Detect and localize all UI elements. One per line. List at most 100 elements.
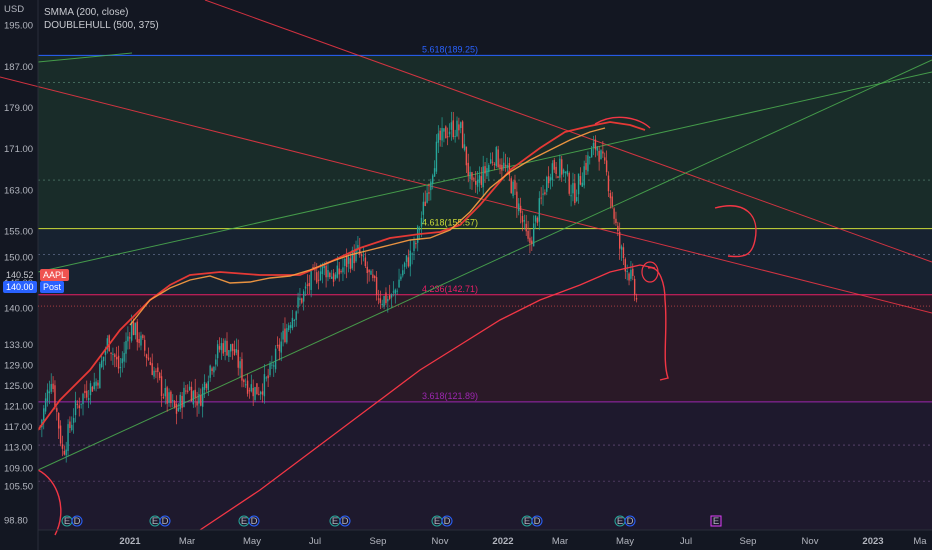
x-tick-label: 2023 <box>862 536 883 547</box>
candle-body <box>518 203 520 212</box>
candle-body <box>101 360 103 368</box>
candle-body <box>615 218 617 224</box>
candle-body <box>216 344 219 359</box>
candle-body <box>177 408 180 411</box>
candle-body <box>215 359 217 365</box>
candle-body <box>426 192 428 203</box>
candle-body <box>288 325 290 331</box>
candle-body <box>534 215 537 222</box>
candle-body <box>239 361 241 369</box>
candle-body <box>441 128 443 141</box>
candle-body <box>450 122 453 130</box>
candle-body <box>604 157 606 161</box>
candle-body <box>201 387 204 407</box>
candle-body <box>635 298 638 300</box>
x-tick-label: Mar <box>179 536 195 547</box>
candle-body <box>258 393 260 395</box>
candle-body <box>86 390 88 398</box>
candle-body <box>351 249 353 269</box>
candle-body <box>405 255 408 262</box>
candle-body <box>402 270 404 276</box>
candle-body <box>473 178 475 180</box>
candle-body <box>445 126 447 139</box>
candle-body <box>344 259 346 266</box>
candle-body <box>456 120 458 137</box>
earnings-marker-label: E <box>524 516 530 527</box>
y-tick-label: 113.00 <box>4 443 32 454</box>
fib-band-bottom <box>38 401 932 530</box>
candle-body <box>370 270 372 275</box>
candle-body <box>67 424 69 451</box>
candle-body <box>170 391 172 404</box>
candle-body <box>183 387 185 407</box>
candle-body <box>61 444 64 449</box>
x-tick-label: Nov <box>802 536 819 547</box>
candle-body <box>432 175 434 184</box>
candle-body <box>173 400 176 408</box>
candle-body <box>359 247 361 255</box>
x-tick-label: Ma <box>913 536 927 547</box>
candle-body <box>140 335 142 346</box>
candle-body <box>609 193 612 199</box>
fib-label-1: 4.618(155.57) <box>422 218 478 228</box>
candle-body <box>207 381 209 390</box>
candle-body <box>452 120 454 138</box>
candle-body <box>190 386 193 402</box>
candle-body <box>132 322 135 336</box>
candle-body <box>200 395 202 406</box>
dividend-marker-label: D <box>444 516 451 527</box>
upcoming-earnings-label: E <box>713 516 719 527</box>
candle-body <box>549 177 552 181</box>
candle-body <box>54 385 56 407</box>
candle-body <box>246 380 249 394</box>
candle-body <box>491 161 494 163</box>
candle-body <box>164 387 166 397</box>
y-tick-label: 121.00 <box>4 402 33 413</box>
candle-body <box>338 268 340 275</box>
candle-body <box>454 135 456 137</box>
freehand-bracket <box>714 205 757 258</box>
candle-body <box>308 282 310 287</box>
indicator-doublehull[interactable]: DOUBLEHULL (500, 375) <box>44 20 159 31</box>
dividend-marker <box>339 515 351 527</box>
candle-body <box>230 344 232 352</box>
candle-body <box>329 272 331 278</box>
candle-body <box>424 201 426 206</box>
candle-body <box>155 370 157 372</box>
candle-body <box>231 343 234 351</box>
candle-body <box>233 349 236 355</box>
candle-body <box>448 131 451 135</box>
price-tag-last-value: 140.52 <box>6 270 34 280</box>
candle-body <box>282 330 284 340</box>
candle-body <box>284 328 286 343</box>
candle-body <box>196 401 198 406</box>
candle-body <box>271 364 273 366</box>
candle-body <box>411 253 413 255</box>
candle-body <box>301 298 303 303</box>
candle-body <box>306 284 309 286</box>
candle-body <box>590 148 593 158</box>
price-tag-post: 140.00 <box>3 281 37 293</box>
candle-body <box>374 275 376 279</box>
candle-body <box>435 141 438 172</box>
candle-body <box>144 339 146 351</box>
candle-body <box>542 193 544 195</box>
x-tick-label: Nov <box>432 536 449 547</box>
candle-body <box>157 367 159 373</box>
y-tick-label: 125.00 <box>4 381 33 392</box>
candle-body <box>252 387 254 397</box>
indicator-smma[interactable]: SMMA (200, close) <box>44 7 129 18</box>
candle-body <box>368 269 370 273</box>
candle-body <box>506 165 509 168</box>
candle-body <box>134 322 137 335</box>
y-tick-label: 179.00 <box>4 103 33 114</box>
dividend-marker <box>248 515 260 527</box>
candle-body <box>269 363 271 376</box>
candle-body <box>74 400 77 416</box>
candle-body <box>44 398 47 412</box>
candle-body <box>418 228 421 231</box>
candle-body <box>385 292 387 304</box>
y-tick-label: 140.00 <box>4 304 33 315</box>
